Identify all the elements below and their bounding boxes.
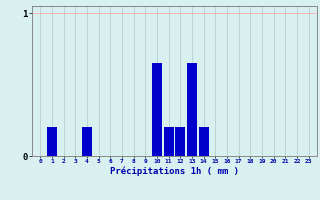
Bar [47,127,57,156]
Bar [164,127,173,156]
Bar [187,63,197,156]
X-axis label: Précipitations 1h ( mm ): Précipitations 1h ( mm ) [110,167,239,176]
Bar [199,127,209,156]
Bar [82,127,92,156]
Bar [152,63,162,156]
Bar [175,127,185,156]
